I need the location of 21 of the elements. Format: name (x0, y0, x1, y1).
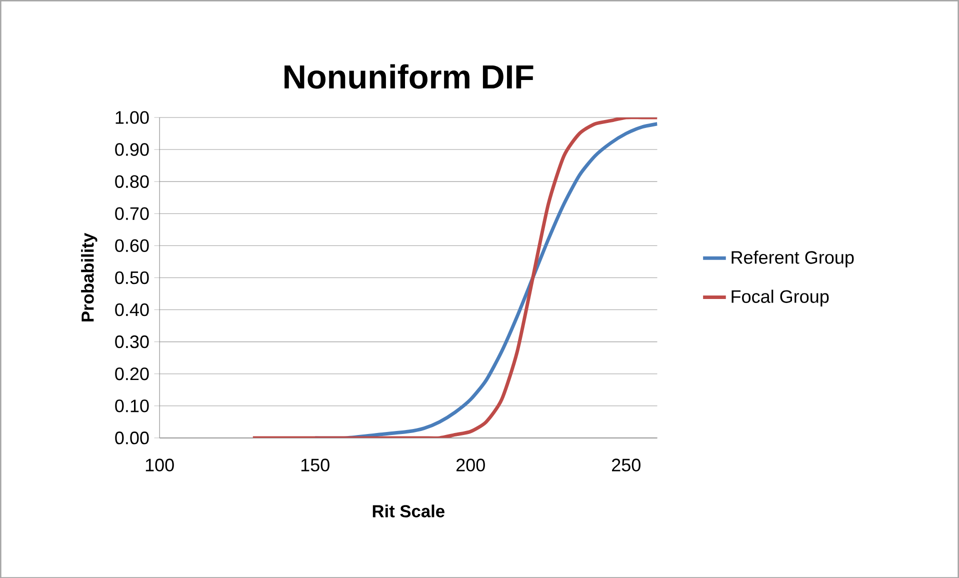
legend-label: Referent Group (732, 250, 854, 268)
x-tick-label: 200 (456, 458, 485, 472)
y-tick-label: 0.90 (115, 142, 149, 156)
y-tick-label: 0.10 (115, 399, 149, 412)
legend-label: Focal Group (732, 289, 829, 306)
y-tick-label: 0.50 (115, 271, 149, 284)
y-axis-title: Probability (81, 232, 98, 322)
x-axis-title: Rit Scale (372, 504, 444, 518)
y-tick-label: 1.00 (116, 110, 149, 124)
x-tick-label: 100 (146, 458, 174, 472)
line-series (251, 117, 658, 438)
y-tick-label: 0.30 (115, 335, 149, 348)
y-tick-label: 0.60 (115, 239, 149, 252)
y-tick-label: 0.80 (115, 174, 149, 188)
y-tick-label: 0.40 (115, 303, 149, 316)
x-tick-label: 150 (301, 458, 330, 472)
y-tick-label: 0.00 (115, 431, 149, 444)
y-tick-label: 0.70 (115, 207, 149, 220)
chart-title: Nonuniform DIF (284, 64, 534, 89)
x-tick-label: 250 (612, 458, 640, 472)
y-tick-label: 0.20 (115, 367, 149, 380)
